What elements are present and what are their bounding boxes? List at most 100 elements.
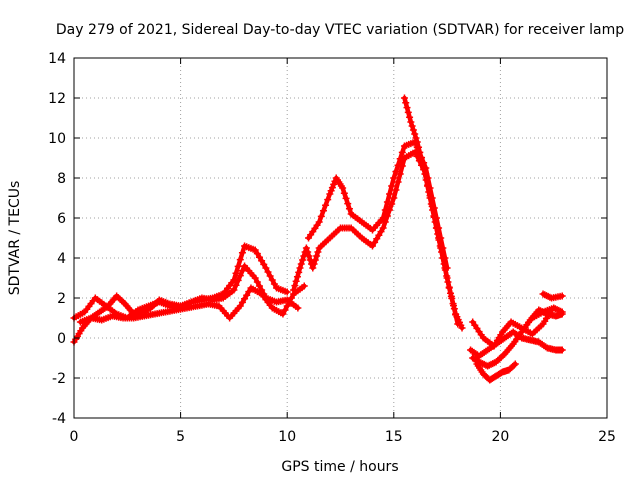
data-point bbox=[300, 282, 308, 290]
marker-fill bbox=[403, 104, 411, 112]
marker-fill bbox=[447, 289, 455, 297]
y-tick-label: 6 bbox=[57, 211, 66, 227]
series-track-3 bbox=[76, 282, 308, 326]
marker-fill bbox=[392, 186, 400, 194]
marker-fill bbox=[319, 207, 327, 215]
marker-fill bbox=[396, 155, 404, 163]
marker-fill bbox=[232, 269, 240, 277]
marker-fill bbox=[510, 361, 518, 369]
y-axis-label: SDTVAR / TECUs bbox=[7, 181, 23, 296]
series-track-12 bbox=[539, 290, 566, 302]
marker-fill bbox=[449, 300, 457, 308]
marker-fill bbox=[416, 148, 424, 156]
marker-fill bbox=[314, 248, 322, 256]
marker-fill bbox=[418, 159, 426, 167]
y-tick-label: 14 bbox=[48, 51, 66, 67]
data-point bbox=[230, 276, 238, 284]
marker-fill bbox=[422, 176, 430, 184]
marker-fill bbox=[417, 154, 425, 162]
data-point bbox=[379, 214, 387, 222]
marker-fill bbox=[398, 148, 406, 156]
marker-fill bbox=[299, 256, 307, 264]
marker-fill bbox=[434, 230, 442, 238]
marker-fill bbox=[270, 280, 278, 288]
marker-fill bbox=[340, 189, 348, 197]
marker-fill bbox=[236, 272, 244, 280]
marker-fill bbox=[415, 143, 423, 151]
x-tick-label: 20 bbox=[491, 429, 509, 445]
marker-fill bbox=[328, 184, 336, 192]
series-track-6 bbox=[400, 94, 466, 332]
marker-fill bbox=[345, 205, 353, 213]
x-tick-label: 0 bbox=[70, 429, 79, 445]
marker-fill bbox=[381, 218, 389, 226]
data-point bbox=[390, 194, 398, 202]
marker-fill bbox=[408, 122, 416, 130]
marker-fill bbox=[431, 218, 439, 226]
marker-fill bbox=[392, 168, 400, 176]
chart-title: Day 279 of 2021, Sidereal Day-to-day VTE… bbox=[56, 22, 624, 38]
marker-fill bbox=[448, 294, 456, 302]
marker-fill bbox=[268, 276, 276, 284]
marker-fill bbox=[411, 130, 419, 138]
marker-fill bbox=[258, 257, 266, 265]
marker-fill bbox=[260, 260, 268, 268]
marker-fill bbox=[310, 260, 318, 268]
x-tick-label: 10 bbox=[278, 429, 296, 445]
marker-fill bbox=[435, 236, 443, 244]
marker-fill bbox=[412, 134, 420, 142]
marker-fill bbox=[404, 108, 412, 116]
marker-fill bbox=[375, 231, 383, 239]
marker-fill bbox=[342, 194, 350, 202]
marker-fill bbox=[383, 198, 391, 206]
marker-fill bbox=[255, 253, 263, 261]
marker-fill bbox=[238, 298, 246, 306]
marker-fill bbox=[441, 266, 449, 274]
data-point bbox=[296, 264, 304, 272]
marker-fill bbox=[283, 302, 291, 310]
marker-fill bbox=[234, 262, 242, 270]
marker-fill bbox=[311, 256, 319, 264]
marker-fill bbox=[238, 267, 246, 275]
marker-fill bbox=[305, 252, 313, 260]
marker-fill bbox=[409, 126, 417, 134]
data-point bbox=[326, 190, 334, 198]
data-point bbox=[445, 284, 453, 292]
x-axis-label: GPS time / hours bbox=[281, 459, 398, 475]
data-point bbox=[251, 274, 259, 282]
y-tick-label: 0 bbox=[57, 331, 66, 347]
marker-fill bbox=[253, 250, 261, 258]
x-tick-label: 25 bbox=[598, 429, 616, 445]
marker-fill bbox=[438, 248, 446, 256]
marker-fill bbox=[297, 260, 305, 268]
data-point bbox=[283, 288, 291, 296]
marker-fill bbox=[436, 242, 444, 250]
marker-fill bbox=[377, 228, 385, 236]
data-point bbox=[294, 304, 302, 312]
plot-frame bbox=[73, 57, 608, 419]
marker-fill bbox=[293, 273, 301, 281]
marker-fill bbox=[236, 256, 244, 264]
y-tick-label: -2 bbox=[52, 371, 66, 387]
y-tick-label: 8 bbox=[57, 171, 66, 187]
marker-fill bbox=[287, 294, 295, 302]
marker-fill bbox=[402, 99, 410, 107]
y-tick-label: 4 bbox=[57, 251, 66, 267]
marker-fill bbox=[245, 288, 253, 296]
marker-fill bbox=[344, 200, 352, 208]
marker-fill bbox=[440, 260, 448, 268]
marker-fill bbox=[396, 170, 404, 178]
data-point bbox=[290, 286, 298, 294]
marker-fill bbox=[386, 190, 394, 198]
marker-fill bbox=[304, 248, 312, 256]
marker-fill bbox=[450, 305, 458, 313]
marker-fill bbox=[253, 278, 261, 286]
data-point bbox=[251, 246, 259, 254]
marker-fill bbox=[406, 113, 414, 121]
data-point bbox=[309, 264, 317, 272]
y-tick-label: 12 bbox=[48, 91, 66, 107]
marker-fill bbox=[285, 298, 293, 306]
marker-fill bbox=[238, 249, 246, 257]
data-point bbox=[558, 308, 566, 316]
